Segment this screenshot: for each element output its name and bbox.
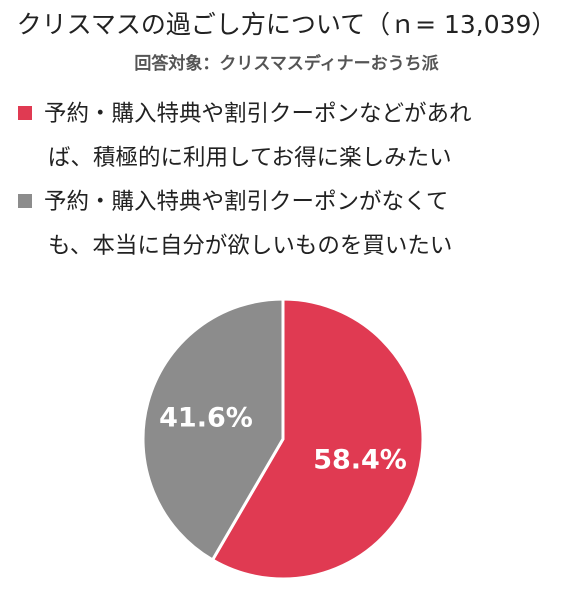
pie-slice-1: [141, 297, 285, 562]
chart-subtitle: 回答対象：クリスマスディナーおうち派: [134, 54, 439, 74]
pie-slice-label-1: 41.6%: [159, 403, 253, 434]
legend-item-1-line-1: 予約・購入特典や割引クーポンがなくて: [18, 180, 563, 224]
legend-swatch-red: [18, 105, 32, 120]
legend-item-1-text-1: 予約・購入特典や割引クーポンがなくて: [44, 189, 449, 215]
legend-item-0-text-1: 予約・購入特典や割引クーポンなどがあれ: [44, 101, 472, 127]
legend-item-0-text-2: ば、積極的に利用してお得に楽しみたい: [48, 145, 452, 171]
legend-item-0: 予約・購入特典や割引クーポンなどがあれ ば、積極的に利用してお得に楽しみたい: [18, 92, 563, 180]
legend-item-1-text-2: も、本当に自分が欲しいものを買いたい: [48, 233, 453, 259]
pie-slice-label-0: 58.4%: [313, 444, 407, 475]
chart-title: クリスマスの過ごし方について（ｎ= 13,039）: [16, 10, 557, 39]
legend-item-1: 予約・購入特典や割引クーポンがなくて も、本当に自分が欲しいものを買いたい: [18, 180, 563, 268]
legend-item-0-line-1: 予約・購入特典や割引クーポンなどがあれ: [18, 92, 563, 136]
legend: 予約・購入特典や割引クーポンなどがあれ ば、積極的に利用してお得に楽しみたい 予…: [18, 92, 563, 268]
legend-swatch-gray: [18, 193, 32, 208]
pie-slice-0: [210, 297, 425, 581]
